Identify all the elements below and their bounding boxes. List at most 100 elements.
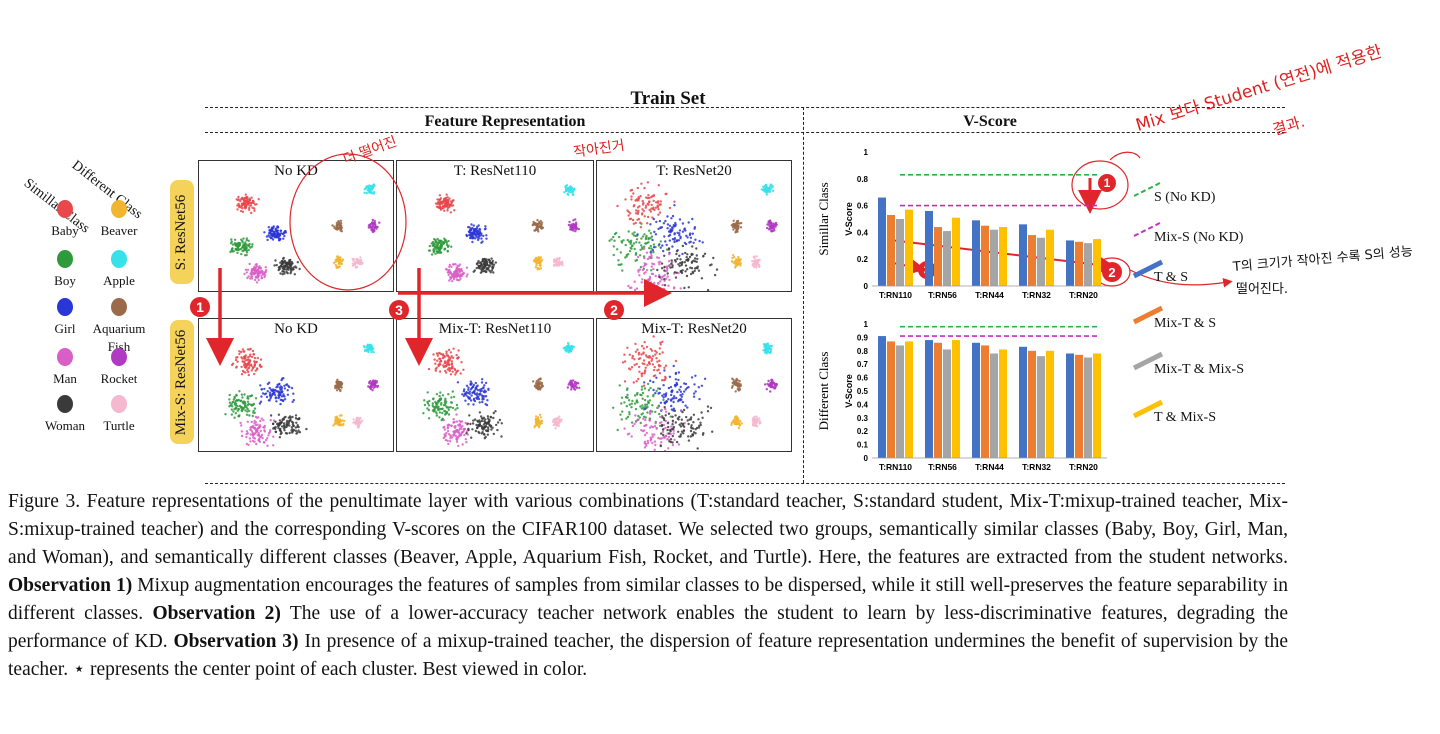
panel-top-resnet110: T: ResNet110 <box>396 160 594 292</box>
legend-color-swatch <box>111 348 127 366</box>
feature-representation-title: Feature Representation <box>424 113 586 130</box>
scatter-plot <box>422 342 581 448</box>
chart-y-axis-label: V-Score <box>844 374 854 408</box>
chart-bar <box>878 197 886 286</box>
scatter-plot <box>229 183 381 284</box>
handwritten-note-top-right: Mix 보다 Student (연전)에 적용한 <box>1133 41 1385 136</box>
chart-y-tick: 1 <box>864 148 869 157</box>
chart-x-tick: T:RN44 <box>975 290 1004 300</box>
chart-y-tick: 0.5 <box>857 387 869 396</box>
chart-y-tick: 0 <box>864 454 869 463</box>
chart-y-tick: 1 <box>864 320 869 329</box>
v-legend-swatch <box>1133 221 1163 237</box>
caption-obs1-label: Observation 1) <box>8 575 133 596</box>
legend-different-1: Apple <box>84 250 154 290</box>
legend-label: Baby <box>51 223 79 238</box>
legend-color-swatch <box>57 298 73 316</box>
caption-obs2: The use of a lower-accuracy teacher netw… <box>8 603 1288 652</box>
chart-x-tick: T:RN32 <box>1022 462 1051 472</box>
train-set-title: Train Set <box>630 88 706 109</box>
panel-bottom-mix-resnet20: Mix-T: ResNet20 <box>596 318 792 452</box>
chart-y-tick: 0.2 <box>857 427 869 436</box>
row-label-top: S: ResNet56 <box>170 180 194 284</box>
chart-side-label: Simillar Class <box>816 182 831 255</box>
chart-side-label: Different Class <box>816 352 831 431</box>
chart-bar <box>981 225 989 286</box>
legend-color-swatch <box>111 200 127 218</box>
chart-bar <box>934 342 942 458</box>
chart-bar <box>1075 354 1083 458</box>
chart-bar <box>999 227 1007 286</box>
chart-bar <box>952 217 960 286</box>
v-legend-swatch <box>1133 181 1163 197</box>
chart-x-tick: T:RN44 <box>975 462 1004 472</box>
chart-bar <box>1037 237 1045 286</box>
chart-y-tick: 0.8 <box>857 175 869 184</box>
marker-3: 3 <box>389 300 409 320</box>
handwritten-note-rn20: 작아진거 <box>572 137 626 161</box>
chart-y-tick: 0.9 <box>857 333 869 342</box>
legend-label: Apple <box>103 273 135 288</box>
v-legend-swatch <box>1132 259 1164 279</box>
handwritten-note-top-right-2: 결과. <box>1270 112 1307 140</box>
v-legend-label: Mix-S (No KD) <box>1154 230 1244 245</box>
v-legend-swatch <box>1132 305 1164 325</box>
chart-bar <box>1066 353 1074 458</box>
chart-bar <box>925 210 933 286</box>
header-rule-bottom <box>205 483 1285 484</box>
chart-bar <box>878 336 886 458</box>
legend-label: Beaver <box>100 223 138 238</box>
marker-1: 1 <box>190 297 210 317</box>
legend-color-swatch <box>57 348 73 366</box>
chart-bar <box>887 214 895 286</box>
legend-label: Turtle <box>103 418 135 433</box>
caption-intro: Figure 3. Feature representations of the… <box>8 491 1288 568</box>
chart-x-tick: T:RN110 <box>879 290 912 300</box>
header-rule-mid <box>205 132 1285 133</box>
scatter-plot <box>224 343 380 447</box>
chart-bar <box>943 231 951 286</box>
chart-bar <box>981 345 989 458</box>
chart-bar <box>1019 224 1027 286</box>
chart-bar <box>905 209 913 286</box>
legend-different-0: Beaver <box>84 200 154 240</box>
chart-bar <box>1084 357 1092 458</box>
chart-y-tick: 0.2 <box>857 255 869 264</box>
legend-label: Man <box>53 371 77 386</box>
v-legend-label: T & S <box>1154 270 1188 285</box>
chart-x-tick: T:RN32 <box>1022 290 1051 300</box>
chart-bar <box>925 340 933 458</box>
chart-y-axis-label: V-Score <box>844 202 854 236</box>
panel-top-resnet20: T: ResNet20 <box>596 160 792 292</box>
legend-similar-2: Girl <box>30 298 100 338</box>
chart-y-tick: 0.7 <box>857 360 869 369</box>
header-divider <box>803 107 804 483</box>
legend-color-swatch <box>111 250 127 268</box>
chart-bar <box>1093 353 1101 458</box>
panel-bottom-mix-resnet110: Mix-T: ResNet110 <box>396 318 594 452</box>
chart-y-tick: 0.4 <box>857 228 869 237</box>
chart-bar <box>1028 350 1036 458</box>
legend-label: Rocket <box>100 371 138 386</box>
chart-bar <box>896 345 904 458</box>
v-legend-swatch <box>1132 399 1164 419</box>
caption-obs2-label: Observation 2) <box>152 603 281 624</box>
v-legend-label: Mix-T & Mix-S <box>1154 362 1244 377</box>
caption-obs3-label: Observation 3) <box>173 631 299 652</box>
legend-label: Woman <box>44 418 86 433</box>
v-legend-swatch <box>1132 351 1164 371</box>
chart-bar <box>887 341 895 458</box>
legend-similar-4: Woman <box>30 395 100 435</box>
v-legend-label: S (No KD) <box>1154 190 1216 205</box>
legend-label: Girl <box>54 321 76 336</box>
legend-similar-1: Boy <box>30 250 100 290</box>
chart-y-tick: 0.4 <box>857 400 869 409</box>
chart-bar <box>990 229 998 286</box>
legend-similar-3: Man <box>30 348 100 388</box>
chart-y-tick: 0.3 <box>857 414 869 423</box>
legend-color-swatch <box>57 395 73 413</box>
chart-bar <box>999 349 1007 458</box>
chart-y-tick: 0 <box>864 282 869 291</box>
handwritten-note-right-2: 떨어진다. <box>1236 282 1288 297</box>
chart-y-tick: 0.1 <box>857 441 869 450</box>
